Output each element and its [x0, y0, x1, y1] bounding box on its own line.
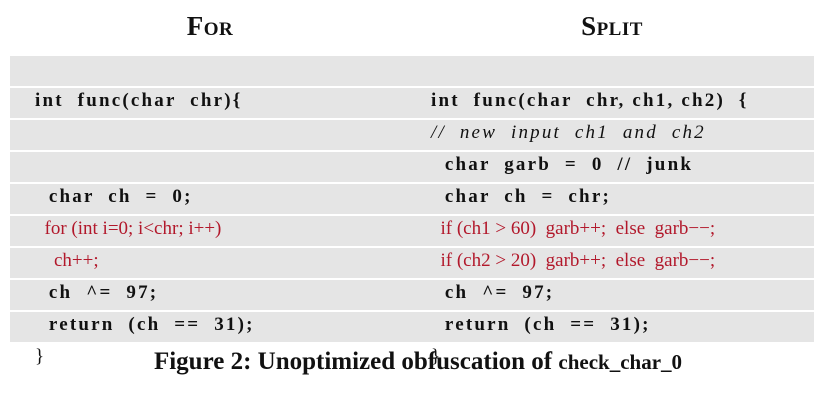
right-code-panel: int func(char chr, ch1, ch2) { // new in… — [406, 56, 814, 367]
code-text: char ch = 0; — [35, 186, 193, 207]
code-line-highlight: ch++; — [10, 216, 410, 271]
caption-code-name: check_char_0 — [558, 350, 683, 374]
code-line — [10, 120, 410, 150]
code-line: char ch = 0; — [10, 152, 410, 207]
code-line-highlight: for (int i=0; i<chr; i++) — [10, 184, 410, 239]
code-comment: // new input ch1 and ch2 — [431, 122, 706, 143]
code-line: } — [406, 312, 814, 367]
code-text: ch++; — [35, 250, 99, 271]
code-text: ch ^= 97; — [35, 282, 159, 303]
code-line-highlight: if (ch2 > 20) garb++; else garb−−; — [406, 216, 814, 271]
code-text: } — [431, 346, 443, 367]
code-line: char garb = 0 // junk — [406, 120, 814, 175]
code-text: if (ch2 > 20) garb++; else garb−−; — [431, 250, 716, 271]
code-line: } — [10, 312, 410, 367]
code-text: return (ch == 31); — [431, 314, 651, 335]
code-text: ch ^= 97; — [431, 282, 555, 303]
code-line: // new input ch1 and ch2 — [406, 88, 814, 143]
code-text: } — [35, 346, 47, 367]
caption-text: Figure 2: Unoptimized obfuscation of — [153, 348, 559, 375]
code-text: char garb = 0 // junk — [431, 154, 694, 175]
code-line: return (ch == 31); — [406, 280, 814, 335]
code-line: return (ch == 31); — [10, 280, 410, 335]
left-column-title: For — [186, 11, 234, 41]
code-text: int func(char chr){ — [35, 90, 243, 111]
code-text: char ch = chr; — [431, 186, 611, 207]
code-line-highlight: if (ch1 > 60) garb++; else garb−−; — [406, 184, 814, 239]
code-line — [10, 88, 410, 118]
code-line: char ch = chr; — [406, 152, 814, 207]
code-text: int func(char chr, ch1, ch2) { — [431, 90, 749, 111]
code-text: return (ch == 31); — [35, 314, 255, 335]
code-text: if (ch1 > 60) garb++; else garb−−; — [431, 218, 716, 239]
left-code-panel: int func(char chr){ char ch = 0; for (in… — [10, 56, 410, 367]
code-line: int func(char chr){ — [10, 56, 410, 111]
code-line: int func(char chr, ch1, ch2) { — [406, 56, 814, 111]
right-column-title: Split — [581, 11, 643, 41]
code-line: ch ^= 97; — [10, 248, 410, 303]
code-line: ch ^= 97; — [406, 248, 814, 303]
code-text: for (int i=0; i<chr; i++) — [35, 218, 222, 239]
figure-caption: Figure 2: Unoptimized obfuscation of che… — [0, 340, 836, 384]
